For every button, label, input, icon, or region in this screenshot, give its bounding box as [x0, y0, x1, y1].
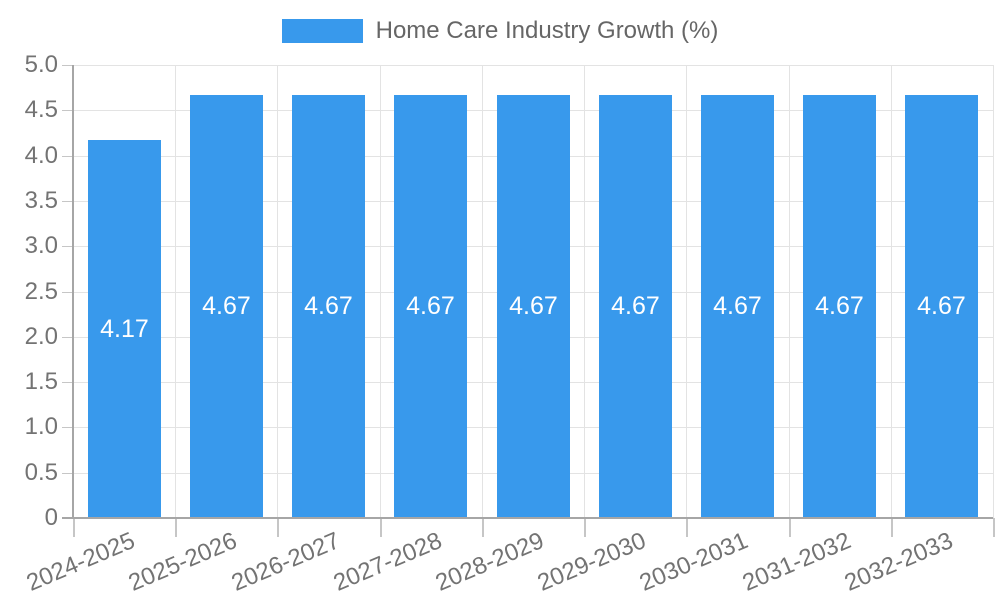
y-tick-label: 0.5 [24, 459, 58, 486]
x-tick-mark [380, 518, 382, 537]
x-gridline [789, 65, 790, 518]
y-tick-mark [62, 110, 73, 111]
bar[interactable]: 4.67 [190, 95, 263, 518]
x-axis-line [62, 517, 993, 519]
x-tick-label: 2027-2028 [329, 527, 447, 597]
y-tick-label: 3.0 [24, 232, 58, 259]
y-tick-mark [62, 292, 73, 293]
y-tick-label: 4.0 [24, 142, 58, 169]
x-tick-label: 2026-2027 [227, 527, 345, 597]
bar[interactable]: 4.67 [292, 95, 365, 518]
bar[interactable]: 4.67 [599, 95, 672, 518]
x-tick-mark [175, 518, 177, 537]
y-tick-mark [62, 337, 73, 338]
y-tick-label: 0 [44, 504, 58, 531]
x-gridline [380, 65, 381, 518]
bar-value-label: 4.67 [406, 292, 455, 320]
bar-value-label: 4.67 [917, 292, 966, 320]
bar-value-label: 4.67 [202, 292, 251, 320]
bar-value-label: 4.67 [815, 292, 864, 320]
y-tick-mark [62, 246, 73, 247]
x-tick-mark [73, 518, 75, 537]
x-gridline [277, 65, 278, 518]
y-tick-label: 2.5 [24, 278, 58, 305]
bar-value-label: 4.17 [100, 314, 149, 343]
x-tick-label: 2025-2026 [124, 527, 242, 597]
y-tick-label: 3.5 [24, 187, 58, 214]
x-tick-mark [277, 518, 279, 537]
bar-value-label: 4.67 [713, 292, 762, 320]
x-tick-label: 2030-2031 [635, 527, 753, 597]
y-tick-label: 1.0 [24, 413, 58, 440]
y-tick-mark [62, 473, 73, 474]
bar-value-label: 4.67 [304, 292, 353, 320]
y-tick-label: 4.5 [24, 96, 58, 123]
y-tick-mark [62, 156, 73, 157]
x-gridline [686, 65, 687, 518]
bar-value-label: 4.67 [611, 292, 660, 320]
x-tick-mark [686, 518, 688, 537]
bar[interactable]: 4.67 [497, 95, 570, 518]
y-tick-mark [62, 65, 73, 66]
x-tick-label: 2024-2025 [22, 527, 140, 597]
y-tick-mark [62, 382, 73, 383]
x-tick-mark [584, 518, 586, 537]
y-gridline [73, 65, 993, 66]
x-tick-mark [482, 518, 484, 537]
bar[interactable]: 4.67 [905, 95, 978, 518]
x-tick-mark [891, 518, 893, 537]
x-tick-label: 2028-2029 [431, 527, 549, 597]
bar[interactable]: 4.17 [88, 140, 161, 518]
legend-swatch [281, 19, 363, 43]
y-tick-label: 1.5 [24, 368, 58, 395]
x-tick-label: 2032-2033 [840, 527, 958, 597]
bar[interactable]: 4.67 [803, 95, 876, 518]
bar[interactable]: 4.67 [701, 95, 774, 518]
x-gridline [482, 65, 483, 518]
x-tick-label: 2029-2030 [533, 527, 651, 597]
chart-legend-item[interactable]: Home Care Industry Growth (%) [0, 16, 1000, 46]
x-gridline [584, 65, 585, 518]
y-tick-label: 2.0 [24, 323, 58, 350]
y-tick-label: 5.0 [24, 51, 58, 78]
x-gridline [175, 65, 176, 518]
x-tick-mark [993, 518, 995, 537]
y-tick-mark [62, 427, 73, 428]
x-tick-label: 2031-2032 [738, 527, 856, 597]
y-tick-mark [62, 201, 73, 202]
bar[interactable]: 4.67 [394, 95, 467, 518]
y-axis-line [72, 65, 74, 519]
x-gridline [891, 65, 892, 518]
x-gridline [993, 65, 994, 518]
x-tick-mark [789, 518, 791, 537]
bar-value-label: 4.67 [509, 292, 558, 320]
legend-label: Home Care Industry Growth (%) [375, 17, 719, 44]
